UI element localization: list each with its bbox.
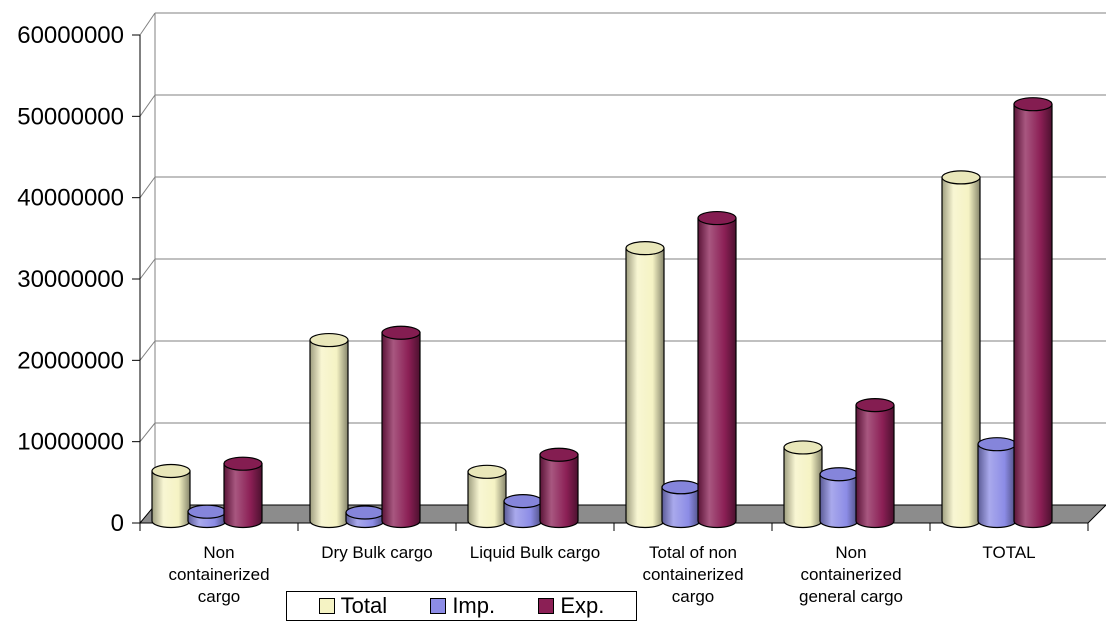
bar-top <box>697 210 737 226</box>
bar-total <box>783 440 823 529</box>
gridline-depth <box>139 94 156 117</box>
bar-top <box>941 170 981 185</box>
bar-body <box>539 454 579 529</box>
bar-top <box>539 447 579 462</box>
bar-exp <box>381 325 421 529</box>
bar-top <box>309 332 349 348</box>
bar-imp <box>819 467 859 529</box>
bar-body <box>855 404 895 529</box>
y-tick-label: 10000000 <box>17 429 124 456</box>
x-category-label-line: general cargo <box>799 587 903 606</box>
x-category-label: Non containerized cargo <box>168 543 269 606</box>
bar-imp <box>345 505 385 529</box>
bar-top <box>345 505 385 520</box>
legend-swatch-imp <box>430 598 447 614</box>
bar-body <box>625 247 665 529</box>
x-category-label: Total of non containerized cargo <box>642 543 743 606</box>
bar-top <box>467 464 507 479</box>
bar-top <box>1013 97 1053 112</box>
bar-imp <box>661 480 701 529</box>
bar-body <box>467 471 507 529</box>
y-tick-label: 40000000 <box>17 185 124 212</box>
bars <box>151 97 1053 529</box>
bar-exp <box>539 447 579 529</box>
bar-total <box>625 241 665 529</box>
x-category-label: Dry Bulk cargo <box>321 543 432 562</box>
y-tick-label: 0 <box>111 510 124 537</box>
bar-body <box>977 443 1017 529</box>
y-tick-label: 50000000 <box>17 103 124 130</box>
bar-top <box>151 463 191 479</box>
legend-swatch-total <box>318 598 335 614</box>
bar-top <box>661 480 701 495</box>
bar-exp <box>855 398 895 529</box>
bar-exp <box>1013 97 1053 529</box>
bar-top <box>381 325 421 340</box>
bar-total <box>941 170 981 529</box>
bar-body <box>697 217 737 529</box>
bar-top <box>187 504 227 519</box>
bar-body <box>783 446 823 529</box>
legend-swatch-exp <box>538 598 555 614</box>
bar-total <box>467 464 507 529</box>
x-category-label-line: Dry Bulk cargo <box>321 543 432 562</box>
bar-body <box>381 332 421 529</box>
gridline-depth <box>139 422 156 442</box>
gridline-depth <box>139 12 156 36</box>
bar-imp <box>503 494 543 529</box>
x-category-label-line: TOTAL <box>982 543 1035 562</box>
bar-exp <box>223 456 263 529</box>
x-category-label-line: Total of non <box>649 543 737 562</box>
bar-body <box>223 463 263 529</box>
bar-imp <box>977 437 1017 529</box>
gridline-depth <box>139 258 156 280</box>
x-category-label-line: Non <box>203 543 234 562</box>
legend-label-total: Total <box>340 593 388 618</box>
bar-top <box>855 398 895 413</box>
bar-total <box>151 463 191 529</box>
bar-exp <box>697 210 737 529</box>
legend-item-imp: Imp. <box>430 593 495 619</box>
y-tick-label: 30000000 <box>17 266 124 293</box>
bar-top <box>819 467 859 482</box>
x-category-label: Non containerized general cargo <box>799 543 903 606</box>
legend-item-exp: Exp. <box>538 593 604 619</box>
legend: Total Imp. Exp. <box>286 591 637 621</box>
bar-imp <box>187 504 227 529</box>
x-category-label-line: containerized <box>800 565 901 584</box>
y-tick-label: 60000000 <box>17 22 124 49</box>
x-category-label-line: Non <box>835 543 866 562</box>
legend-label-exp: Exp. <box>560 593 605 618</box>
x-category-label-line: cargo <box>672 587 715 606</box>
bar-body <box>941 176 981 529</box>
bar-body <box>819 473 859 529</box>
gridline-depth <box>139 176 156 198</box>
bar-top <box>977 437 1017 452</box>
bar-total <box>309 332 349 529</box>
bar-top <box>625 241 665 256</box>
bar-body <box>309 339 349 529</box>
x-category-label-line: containerized <box>642 565 743 584</box>
bar-top <box>503 494 543 509</box>
x-category-label: Liquid Bulk cargo <box>470 543 600 562</box>
gridline-depth <box>139 340 156 361</box>
legend-item-total: Total <box>318 593 388 619</box>
bar-top <box>223 456 263 471</box>
x-category-label: TOTAL <box>982 543 1035 562</box>
bar-top <box>783 440 823 455</box>
y-tick-label: 20000000 <box>17 347 124 374</box>
bar-body <box>1013 103 1053 529</box>
x-category-label-line: containerized <box>168 565 269 584</box>
x-category-label-line: Liquid Bulk cargo <box>470 543 600 562</box>
legend-label-imp: Imp. <box>452 593 496 618</box>
x-category-label-line: cargo <box>198 587 241 606</box>
bar-body <box>151 470 191 529</box>
